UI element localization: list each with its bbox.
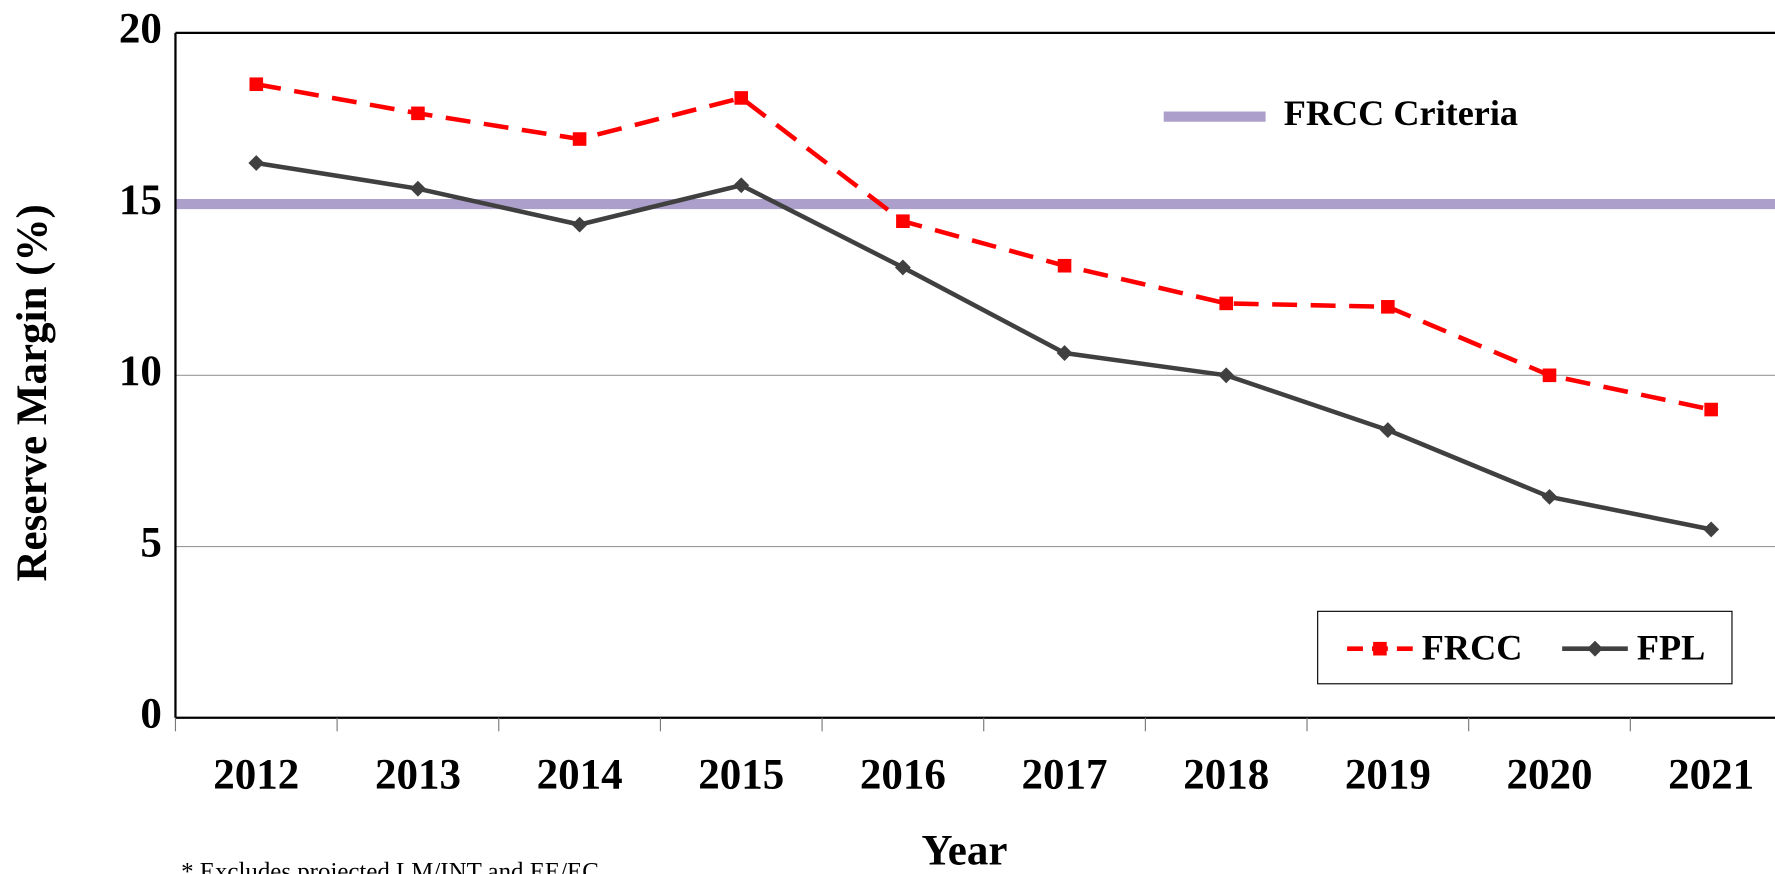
marker [1587,640,1603,657]
marker [410,180,426,197]
marker [894,259,911,276]
marker [1541,488,1558,505]
marker [571,216,588,233]
x-tick-label: 2014 [537,752,623,799]
legend-label: FRCC Criteria [1284,93,1518,133]
x-tick-label: 2017 [1022,752,1108,799]
marker [249,77,264,92]
legend-label: FRCC [1422,627,1523,667]
x-tick-label: 2018 [1183,752,1269,799]
footnote: * Excludes projected LM/INT and EE/EC [181,859,599,874]
marker [1379,422,1396,439]
marker [1056,345,1073,361]
marker [733,177,750,194]
marker [896,214,910,229]
series-line [255,82,1712,412]
x-tick-label: 2016 [860,752,946,799]
marker [572,132,587,146]
marker [734,91,749,105]
y-tick-label: 15 [119,177,162,224]
y-tick-label: 0 [140,691,162,738]
y-tick-label: 5 [140,519,162,566]
x-tick-label: 2020 [1507,752,1593,799]
x-tick-label: 2013 [375,752,461,799]
marker [248,155,265,171]
x-tick-label: 2021 [1668,752,1754,799]
legend-label: FPL [1637,627,1705,667]
series-line [255,160,1712,532]
marker [1704,402,1718,417]
y-tick-label: 10 [119,348,162,395]
x-axis-label: Year [921,828,1007,874]
marker [1218,367,1235,384]
marker [411,106,425,121]
marker [1381,300,1395,314]
y-tick-label: 20 [119,6,162,53]
x-tick-label: 2015 [698,752,784,799]
y-axis-label: Reserve Margin (%) [9,204,56,581]
marker [1219,296,1233,311]
marker [1057,258,1072,273]
marker [1542,368,1557,383]
x-tick-label: 2019 [1345,752,1431,799]
marker [1703,521,1720,538]
x-tick-label: 2012 [213,752,299,799]
marker [1373,641,1387,656]
